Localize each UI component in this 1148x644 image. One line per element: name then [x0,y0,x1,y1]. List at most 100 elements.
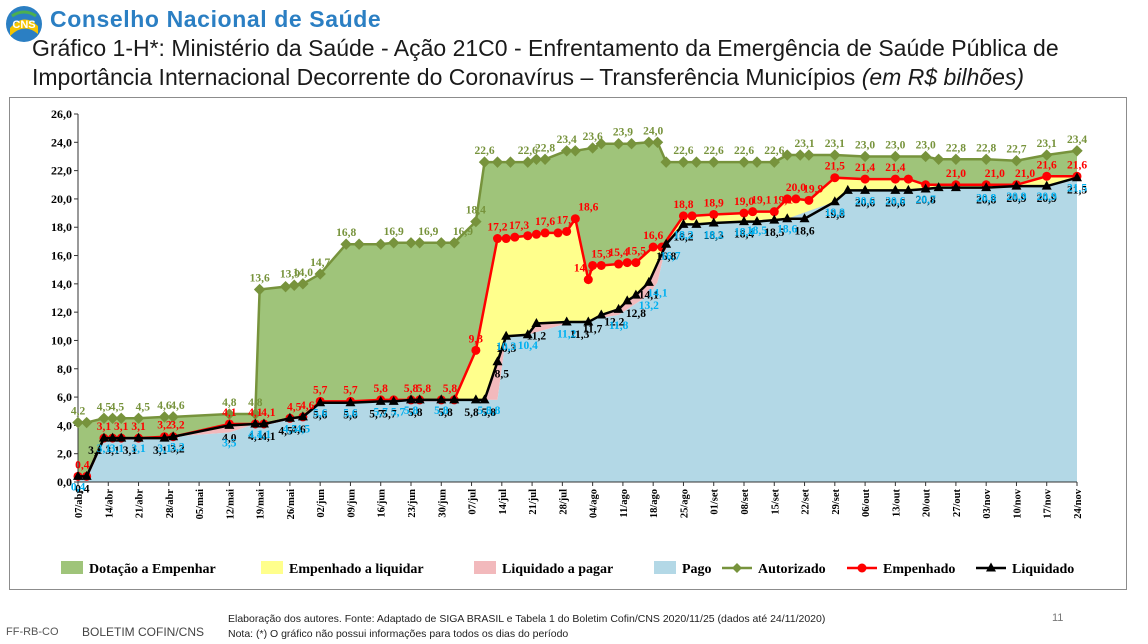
point-liquidado [708,217,719,227]
org-name: Conselho Nacional de Saúde [50,6,382,32]
point-autorizado [72,416,84,429]
point-liquidado [630,289,641,299]
y-tick-label: 12,0 [51,305,72,319]
data-label-empenhado: 18,6 [578,202,598,214]
data-label-liquidado: 5,6 [343,410,358,422]
point-autorizado [405,237,417,249]
point-autorizado [223,408,236,420]
y-tick-label: 6,0 [57,390,72,404]
legend-label-liquidado-a-pagar: Liquidado a pagar [502,562,613,577]
point-empenhado [890,174,900,184]
data-label-autorizado: 16,8 [336,227,356,239]
data-label-liquidado: 5,7 [382,408,397,420]
point-liquidado [406,394,416,404]
x-tick-label: 25/ago [679,489,690,518]
data-label-liquidado: 11,3 [570,329,590,341]
y-tick-label: 20,0 [51,192,72,206]
data-label-liquidado: 4,1 [261,431,276,443]
x-tick-label: 03/nov [982,488,993,519]
data-label-liquidado: 18,4 [734,229,754,241]
point-liquidado [561,316,572,326]
data-label-pago: 11,8 [609,320,629,332]
x-tick-label: 12/mai [225,489,236,519]
point-autorizado [435,237,447,249]
x-tick-label: 17/nov [1043,488,1054,519]
data-label-empenhado: 15,5 [626,246,646,258]
x-tick-label: 22/set [801,489,812,515]
data-label-autorizado: 16,9 [453,226,473,238]
data-label-empenhado: 4,1 [248,407,263,419]
data-label-autorizado: 23,4 [557,134,577,146]
data-label-pago: 19,8 [825,207,845,219]
data-label-autorizado: 23,1 [794,138,814,150]
data-label-empenhado: 21,6 [1037,159,1057,171]
x-tick-label: 21/abr [135,489,146,519]
data-label-liquidado: 18,6 [794,226,814,238]
y-tick-label: 26,0 [51,107,72,121]
data-label-empenhado: 21,5 [825,161,845,173]
x-tick-label: 01/set [710,489,721,515]
legend-marker-empenhado [857,563,867,573]
data-label-pago: 0,4 [71,481,86,493]
data-label-empenhado: 4,1 [261,407,276,419]
data-label-pago: 4,5 [283,423,298,435]
data-label-autorizado: 23,0 [916,139,936,151]
point-empenhado [562,226,572,236]
data-label-autorizado: 4,8 [222,397,237,409]
point-liquidado [224,419,235,429]
footer-source: Elaboração dos autores. Fonte: Adaptado … [228,613,826,625]
point-autorizado [950,153,962,165]
data-label-pago: 11,2 [557,328,577,340]
point-liquidado [345,397,356,407]
point-autorizado [539,153,551,165]
data-label-empenhado: 17,3 [509,220,529,232]
point-autorizado [803,149,815,161]
data-label-pago: 5,8 [434,405,449,417]
data-label-empenhado: 16,6 [643,230,663,242]
data-label-autorizado: 23,9 [613,127,633,139]
data-label-liquidado: 18,2 [673,231,693,243]
point-liquidado [903,184,914,194]
data-label-autorizado: 4,6 [170,400,185,412]
point-autorizado [768,156,780,168]
legend-swatch-liquidado-a-pagar [474,561,496,574]
point-liquidado [531,317,542,327]
point-liquidado [596,309,607,319]
x-tick-label: 15/set [770,489,781,515]
data-label-autorizado: 22,7 [1006,144,1026,156]
data-label-pago: 5,6 [343,408,358,420]
x-tick-label: 30/jun [437,489,448,518]
page-title: Gráfico 1-H*: Ministério da Saúde - Ação… [32,34,1142,92]
x-tick-label: 02/jun [316,489,327,518]
point-autorizado [738,156,750,168]
point-empenhado [748,207,758,217]
point-autorizado [314,268,326,280]
data-label-autorizado: 13,6 [250,273,270,285]
point-liquidado [159,432,170,442]
data-label-liquidado: 5,8 [438,407,453,419]
data-label-pago: 20,9 [1006,191,1026,203]
point-autorizado [253,283,266,296]
data-label-empenhado: 21,4 [855,162,875,174]
point-autorizado [980,153,992,165]
point-liquidado [81,470,92,480]
legend-label-autorizado: Autorizado [758,562,826,577]
title-main: Gráfico 1-H*: Ministério da Saúde - Ação… [32,35,1059,90]
point-liquidado [107,432,118,442]
point-autorizado [1010,155,1023,167]
x-tick-label: 14/jul [498,489,509,515]
data-label-empenhado: 19,0 [734,196,754,208]
title-unit: (em R$ bilhões) [861,64,1025,90]
data-label-liquidado: 12,8 [626,308,646,320]
legend-swatch-empenhado-a-liquidar [261,561,283,574]
x-tick-label: 14/abr [104,489,115,519]
data-label-autorizado: 23,4 [1067,134,1087,146]
y-tick-label: 14,0 [51,277,72,291]
data-label-pago: 5,8 [477,405,492,417]
point-liquidado [842,184,853,194]
point-liquidado [920,183,931,193]
point-autorizado [932,153,945,165]
data-label-liquidado: 20,9 [1037,193,1057,205]
point-empenhado [687,211,697,221]
data-label-autorizado: 23,0 [885,139,905,151]
